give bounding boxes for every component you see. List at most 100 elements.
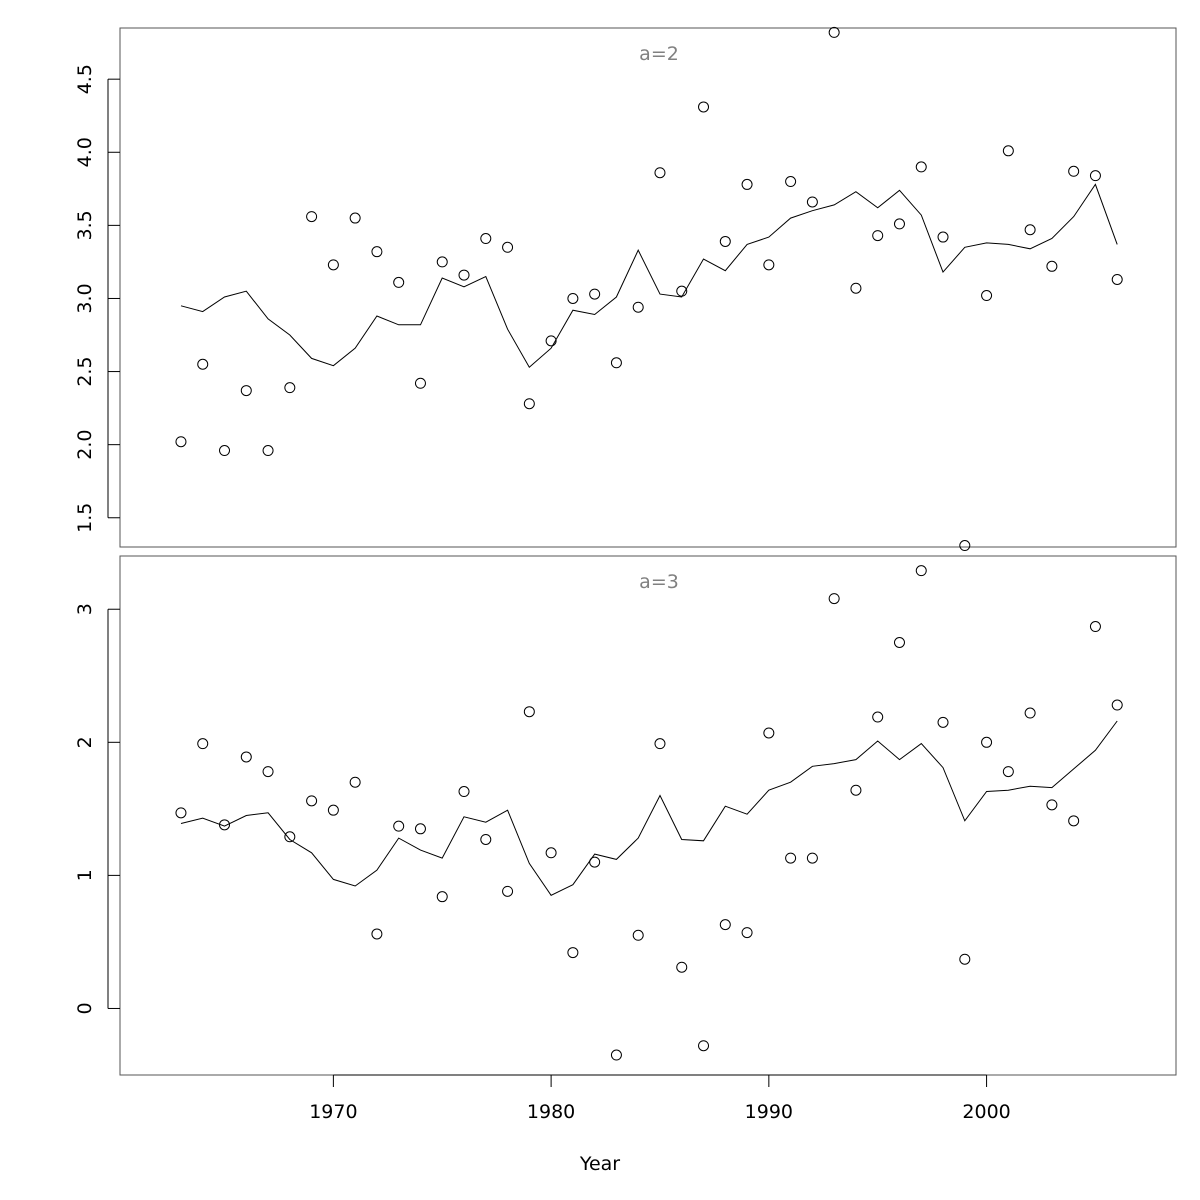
data-point-top [502, 241, 514, 253]
data-point-top [806, 196, 818, 208]
data-point-bottom [763, 727, 775, 739]
data-point-bottom [502, 885, 514, 897]
data-point-top [240, 385, 252, 397]
y-tick-label-top: 2.5 [74, 356, 96, 386]
data-point-bottom [306, 795, 318, 807]
data-point-bottom [937, 716, 949, 728]
data-point-top [785, 176, 797, 188]
data-point-bottom [284, 831, 296, 843]
data-point-bottom [436, 891, 448, 903]
data-point-top [719, 235, 731, 247]
data-point-bottom [371, 928, 383, 940]
data-point-top [284, 382, 296, 394]
data-point-top [414, 377, 426, 389]
data-point-top [1024, 224, 1036, 236]
data-point-bottom [1046, 799, 1058, 811]
data-point-bottom [893, 637, 905, 648]
data-point-bottom [567, 947, 579, 959]
data-point-bottom [719, 919, 731, 931]
data-point-bottom [610, 1049, 622, 1061]
panel-strip-label-top: a=2 [639, 43, 679, 65]
chart-marks: 1.5 2.0 2.5 3.0 3.5 4.0 4.5 0 1 2 3 1970 1980 1990 200… [74, 26, 1123, 1123]
data-point-top [1111, 273, 1123, 285]
y-tick-label-top: 4.0 [74, 137, 96, 167]
data-point-top [327, 259, 339, 271]
data-point-bottom [654, 738, 666, 750]
data-point-bottom [523, 706, 535, 718]
data-point-top [458, 269, 470, 281]
data-point-bottom [393, 820, 405, 832]
data-point-top [567, 292, 579, 304]
y-tick-label-bottom: 2 [74, 736, 96, 748]
x-axis-title: Year [579, 1153, 620, 1175]
data-point-bottom [480, 833, 492, 845]
data-point-top [959, 540, 971, 552]
data-point-bottom [872, 711, 884, 723]
data-point-bottom [1089, 621, 1101, 633]
y-tick-label-top: 1.5 [74, 503, 96, 533]
data-point-bottom [414, 823, 426, 835]
x-tick-label: 2000 [962, 1101, 1010, 1123]
data-point-bottom [915, 565, 927, 577]
fitted-line-top [180, 183, 1118, 368]
data-point-bottom [458, 786, 470, 798]
data-point-top [480, 233, 492, 245]
panel-strip-label-bottom: a=3 [639, 571, 679, 593]
data-point-bottom [327, 804, 339, 816]
panel-frame-top [119, 27, 1177, 548]
data-point-top [175, 436, 187, 448]
data-point-top [436, 256, 448, 268]
data-point-top [872, 230, 884, 242]
y-tick-label-bottom: 1 [74, 869, 96, 881]
y-tick-label-top: 3.5 [74, 210, 96, 240]
data-point-top [349, 212, 361, 224]
y-tick-label-top: 2.0 [74, 430, 96, 460]
data-point-top [850, 282, 862, 294]
data-point-bottom [240, 751, 252, 763]
data-point-bottom [785, 852, 797, 864]
y-tick-label-bottom: 0 [74, 1002, 96, 1014]
data-point-bottom [828, 593, 840, 605]
data-point-top [632, 301, 644, 313]
data-point-bottom [589, 856, 601, 868]
x-tick-label: 1990 [745, 1101, 793, 1123]
data-point-top [1089, 170, 1101, 182]
data-point-top [610, 357, 622, 369]
fitted-line-bottom [180, 720, 1118, 896]
data-point-top [1046, 260, 1058, 272]
data-point-bottom [262, 766, 274, 778]
data-point-bottom [741, 927, 753, 939]
panel-frame-bottom [119, 555, 1177, 1076]
y-tick-label-top: 4.5 [74, 64, 96, 94]
data-point-top [1002, 145, 1014, 157]
x-tick-label: 1970 [309, 1101, 357, 1123]
data-point-bottom [1068, 815, 1080, 827]
data-point-top [763, 259, 775, 271]
data-point-top [371, 246, 383, 258]
data-point-bottom [349, 776, 361, 788]
data-point-bottom [219, 819, 231, 831]
data-point-bottom [197, 738, 209, 750]
data-point-top [893, 218, 905, 230]
data-point-bottom [1111, 699, 1123, 711]
data-point-top [981, 290, 993, 302]
data-point-top [589, 288, 601, 300]
x-tick-label: 1980 [527, 1101, 575, 1123]
y-tick-label-top: 3.0 [74, 283, 96, 313]
data-point-top [937, 231, 949, 243]
data-point-top [915, 161, 927, 173]
data-point-top [654, 167, 666, 179]
data-point-top [1068, 165, 1080, 177]
y-tick-label-bottom: 3 [74, 603, 96, 615]
data-point-bottom [806, 852, 818, 864]
data-point-bottom [1024, 707, 1036, 719]
data-point-top [197, 358, 209, 370]
data-point-top [676, 285, 688, 297]
data-point-bottom [850, 784, 862, 796]
data-point-bottom [175, 807, 187, 819]
data-point-top [219, 445, 231, 457]
data-point-bottom [981, 736, 993, 748]
data-point-bottom [698, 1040, 710, 1052]
data-point-bottom [632, 929, 644, 941]
data-point-top [523, 398, 535, 410]
